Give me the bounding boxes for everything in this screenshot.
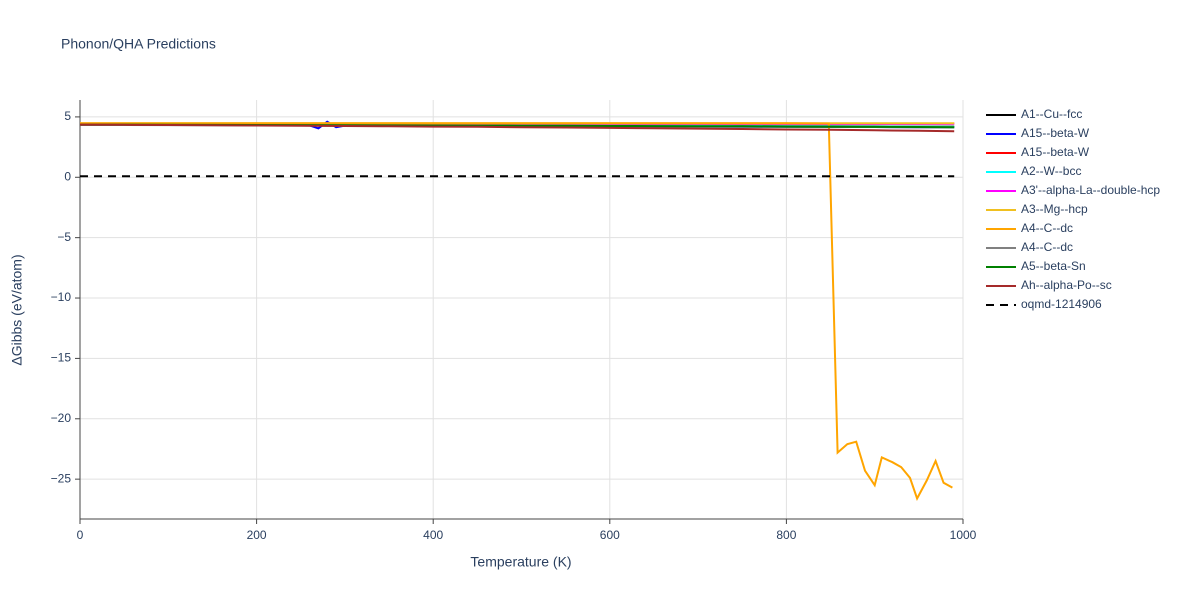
series-line [80, 122, 953, 501]
x-tick-label: 200 [247, 528, 267, 542]
chart-title: Phonon/QHA Predictions [61, 36, 216, 52]
legend-label: Ah--alpha-Po--sc [1021, 278, 1112, 292]
legend-label: A4--C--dc [1021, 240, 1073, 254]
x-tick-label: 1000 [950, 528, 977, 542]
x-tick-label: 800 [776, 528, 796, 542]
legend-label: A4--C--dc [1021, 221, 1073, 235]
y-axis-title: ΔGibbs (eV/atom) [9, 254, 25, 365]
y-tick-label: 0 [64, 169, 71, 183]
series-line [79, 123, 955, 133]
legend-label: A15--beta-W [1021, 126, 1090, 140]
y-tick-label: −10 [51, 290, 72, 304]
y-tick-label: 5 [64, 109, 71, 123]
legend-label: A3'--alpha-La--double-hcp [1021, 183, 1160, 197]
x-tick-label: 400 [423, 528, 443, 542]
y-tick-label: −20 [51, 411, 72, 425]
legend-label: A15--beta-W [1021, 145, 1090, 159]
legend-label: A5--beta-Sn [1021, 259, 1086, 273]
legend-label: A1--Cu--fcc [1021, 107, 1082, 121]
x-axis-title: Temperature (K) [470, 554, 571, 570]
legend-label: A3--Mg--hcp [1021, 202, 1088, 216]
y-tick-label: −15 [51, 351, 72, 365]
x-tick-label: 0 [77, 528, 84, 542]
x-tick-label: 600 [600, 528, 620, 542]
y-tick-label: −5 [57, 230, 71, 244]
y-tick-label: −25 [51, 471, 72, 485]
legend-label: oqmd-1214906 [1021, 297, 1102, 311]
legend-label: A2--W--bcc [1021, 164, 1081, 178]
